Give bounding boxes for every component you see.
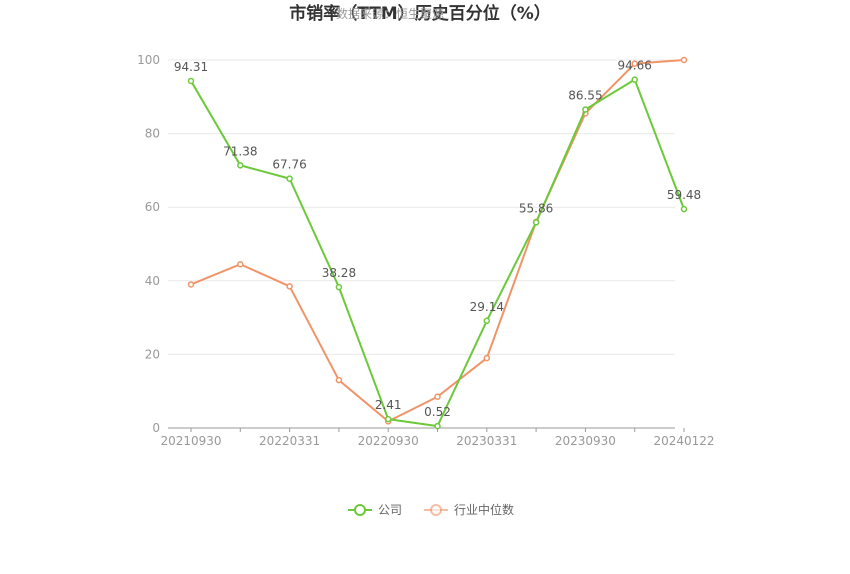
x-tick-label: 20220930: [358, 434, 419, 448]
x-tick-label: 20220331: [259, 434, 320, 448]
y-tick-label: 100: [137, 53, 160, 67]
data-point: [532, 219, 540, 226]
data-label: 2.41: [375, 398, 402, 412]
y-tick-label: 80: [145, 127, 160, 141]
data-point: [483, 354, 491, 362]
data-point: [631, 76, 638, 83]
data-point: [631, 60, 638, 67]
data-point: [286, 283, 293, 290]
legend-label: 公司: [378, 503, 402, 517]
data-label: 29.14: [470, 300, 504, 314]
grid-lines: [168, 59, 675, 355]
data-point: [187, 281, 195, 288]
data-point: [237, 260, 244, 268]
data-point: [286, 175, 293, 182]
data-label: 94.66: [618, 59, 652, 73]
series-line-0: [190, 78, 685, 428]
data-label: 67.76: [272, 158, 306, 172]
data-point: [237, 162, 244, 169]
data-point: [187, 77, 195, 85]
chart-title: 市销率（TTM）历史百分位（%）: [289, 3, 551, 24]
data-point: [434, 422, 441, 430]
data-labels: 94.31 71.38 67.76 38.28 2.41 0.52 29.14 55.86 86…: [174, 59, 701, 419]
y-tick-label: 60: [145, 200, 160, 214]
data-point: [335, 376, 343, 384]
data-point: [582, 106, 589, 113]
x-tick-label: 20230331: [456, 434, 517, 448]
data-point: [434, 393, 441, 400]
legend[interactable]: 公司 行业中位数: [348, 502, 514, 517]
data-point: [335, 283, 343, 291]
x-tick-label: 20230930: [555, 434, 616, 448]
data-label: 86.55: [568, 88, 602, 102]
x-axis: 20210930 20220331 20220930 20230331 20230930…: [160, 427, 715, 448]
chart-watermark: 数据来源：恒生聚源: [336, 6, 444, 21]
data-point: [384, 415, 392, 423]
data-label: 94.31: [174, 60, 208, 74]
data-label: 55.86: [519, 201, 553, 215]
legend-label: 行业中位数: [454, 502, 514, 517]
legend-marker: [354, 504, 366, 516]
y-tick-label: 40: [145, 274, 160, 288]
x-tick-label: 20210930: [160, 434, 221, 448]
data-label: 38.28: [322, 266, 356, 280]
y-axis: 0 20 40 60 80 100: [137, 53, 160, 435]
legend-marker: [430, 504, 442, 516]
data-point: [483, 317, 491, 325]
data-point: [680, 205, 688, 213]
y-tick-label: 20: [145, 347, 160, 361]
x-tick-label: 20240122: [653, 434, 714, 448]
data-label: 59.48: [667, 188, 701, 202]
series-group: [187, 56, 688, 430]
legend-item-0[interactable]: 公司: [348, 503, 402, 517]
y-tick-label: 0: [152, 421, 160, 435]
series-line-1: [190, 59, 685, 423]
legend-item-1[interactable]: 行业中位数: [424, 502, 514, 517]
data-label: 71.38: [223, 144, 257, 158]
data-point: [680, 56, 688, 64]
data-label: 0.52: [424, 405, 451, 419]
